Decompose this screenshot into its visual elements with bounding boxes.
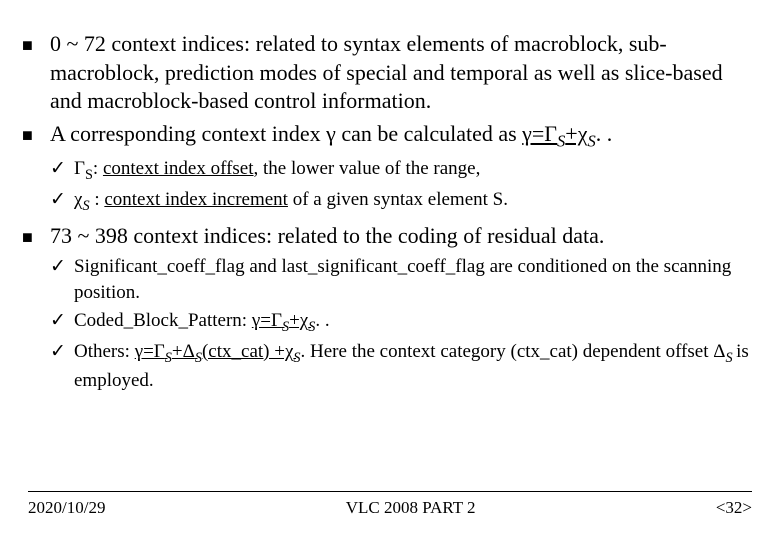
bullet-text: χS : context index increment of a given … xyxy=(74,187,758,216)
bullet-text: 0 ~ 72 context indices: related to synta… xyxy=(50,30,758,116)
check-bullet-icon: ✓ xyxy=(50,156,74,182)
bullet-level2: ✓Significant_coeff_flag and last_signifi… xyxy=(50,254,758,305)
check-bullet-icon: ✓ xyxy=(50,187,74,213)
bullet-text: Significant_coeff_flag and last_signific… xyxy=(74,254,758,305)
check-bullet-icon: ✓ xyxy=(50,339,74,365)
bullet-text: 73 ~ 398 context indices: related to the… xyxy=(50,222,758,251)
bullet-level1: ■A corresponding context index γ can be … xyxy=(22,120,758,152)
square-bullet-icon: ■ xyxy=(22,222,50,249)
check-bullet-icon: ✓ xyxy=(50,254,74,280)
slide-footer: 2020/10/29 VLC 2008 PART 2 <32> xyxy=(0,491,780,518)
bullet-level2: ✓ΓS: context index offset, the lower val… xyxy=(50,156,758,185)
bullet-level2: ✓Others: γ=ΓS+ΔS(ctx_cat) +χS. Here the … xyxy=(50,339,758,394)
bullet-text: Others: γ=ΓS+ΔS(ctx_cat) +χS. Here the c… xyxy=(74,339,758,394)
square-bullet-icon: ■ xyxy=(22,120,50,147)
slide-body: ■0 ~ 72 context indices: related to synt… xyxy=(0,0,780,393)
bullet-text: Coded_Block_Pattern: γ=ΓS+χS. . xyxy=(74,308,758,337)
bullet-level1: ■73 ~ 398 context indices: related to th… xyxy=(22,222,758,251)
footer-page: <32> xyxy=(716,498,752,518)
bullet-level1: ■0 ~ 72 context indices: related to synt… xyxy=(22,30,758,116)
footer-divider xyxy=(28,491,752,492)
bullet-level2: ✓χS : context index increment of a given… xyxy=(50,187,758,216)
bullet-text: ΓS: context index offset, the lower valu… xyxy=(74,156,758,185)
check-bullet-icon: ✓ xyxy=(50,308,74,334)
bullet-level2: ✓Coded_Block_Pattern: γ=ΓS+χS. . xyxy=(50,308,758,337)
bullet-text: A corresponding context index γ can be c… xyxy=(50,120,758,152)
footer-row: 2020/10/29 VLC 2008 PART 2 <32> xyxy=(28,498,752,518)
footer-date: 2020/10/29 xyxy=(28,498,105,518)
square-bullet-icon: ■ xyxy=(22,30,50,57)
footer-title: VLC 2008 PART 2 xyxy=(346,498,476,518)
